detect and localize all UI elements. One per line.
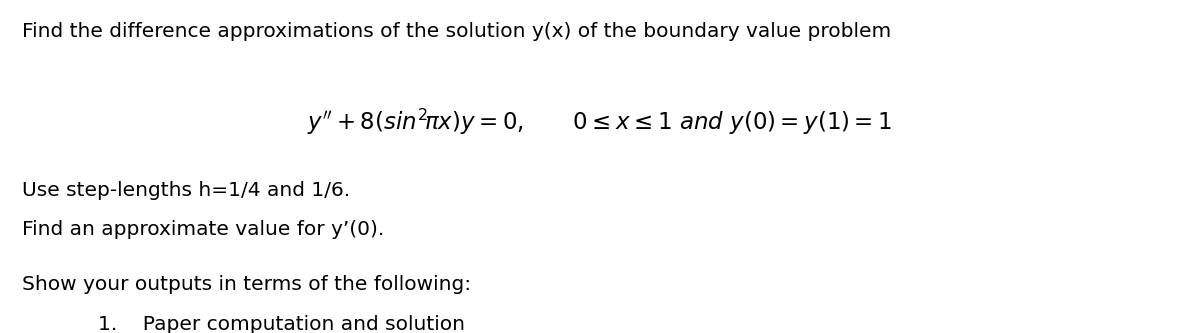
Text: 1.    Paper computation and solution: 1. Paper computation and solution	[98, 315, 466, 333]
Text: Find the difference approximations of the solution y(x) of the boundary value pr: Find the difference approximations of th…	[22, 22, 890, 41]
Text: Use step-lengths h=1/4 and 1/6.: Use step-lengths h=1/4 and 1/6.	[22, 181, 349, 200]
Text: Show your outputs in terms of the following:: Show your outputs in terms of the follow…	[22, 275, 470, 294]
Text: $y'' + 8(sin^{2}\!\pi x)y = 0, \qquad 0 \leq x \leq 1 \ \mathit{and}\ y(0) = y(1: $y'' + 8(sin^{2}\!\pi x)y = 0, \qquad 0 …	[307, 107, 893, 137]
Text: Find an approximate value for y’(0).: Find an approximate value for y’(0).	[22, 220, 384, 239]
